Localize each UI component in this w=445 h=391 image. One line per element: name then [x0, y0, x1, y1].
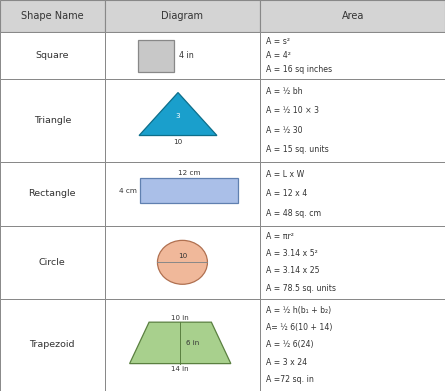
- Bar: [140, 178, 238, 203]
- Text: 4 cm: 4 cm: [119, 188, 137, 194]
- Text: A = ½ h(b₁ + b₂): A = ½ h(b₁ + b₂): [266, 305, 331, 314]
- Bar: [260, 79, 445, 162]
- Bar: [260, 0, 445, 32]
- Polygon shape: [139, 93, 217, 136]
- Text: A = ½ bh: A = ½ bh: [266, 87, 302, 96]
- Polygon shape: [129, 322, 231, 364]
- Bar: [0, 299, 105, 391]
- Text: Shape Name: Shape Name: [21, 11, 84, 21]
- Text: A = 16 sq inches: A = 16 sq inches: [266, 65, 332, 74]
- Text: A = s²: A = s²: [266, 37, 290, 46]
- Text: A =72 sq. in: A =72 sq. in: [266, 375, 314, 384]
- Text: A = 3.14 x 25: A = 3.14 x 25: [266, 266, 319, 275]
- Text: 10: 10: [178, 253, 187, 259]
- Text: 10: 10: [174, 140, 182, 145]
- Text: 3: 3: [176, 113, 180, 119]
- Text: Trapezoid: Trapezoid: [29, 341, 75, 350]
- Circle shape: [158, 240, 207, 284]
- Bar: [260, 162, 445, 226]
- Text: Circle: Circle: [39, 258, 66, 267]
- Text: 14 in: 14 in: [171, 366, 189, 372]
- Text: A = ½ 30: A = ½ 30: [266, 126, 302, 135]
- Text: A = 3.14 x 5²: A = 3.14 x 5²: [266, 249, 317, 258]
- Text: A = 48 sq. cm: A = 48 sq. cm: [266, 209, 321, 218]
- Text: 12 cm: 12 cm: [178, 170, 200, 176]
- Text: A = πr²: A = πr²: [266, 232, 294, 241]
- Bar: [0, 162, 105, 226]
- Bar: [105, 162, 260, 226]
- Bar: [0, 0, 105, 32]
- Bar: [105, 0, 260, 32]
- Bar: [138, 40, 174, 72]
- Text: Square: Square: [36, 51, 69, 60]
- Text: Diagram: Diagram: [162, 11, 203, 21]
- Text: A = L x W: A = L x W: [266, 170, 304, 179]
- Bar: [105, 299, 260, 391]
- Text: A = 4²: A = 4²: [266, 51, 291, 60]
- Text: Triangle: Triangle: [34, 116, 71, 125]
- Text: 10 in: 10 in: [171, 315, 189, 321]
- Bar: [105, 32, 260, 79]
- Text: 4 in: 4 in: [179, 51, 194, 60]
- Bar: [0, 32, 105, 79]
- Bar: [0, 79, 105, 162]
- Bar: [260, 299, 445, 391]
- Text: A = 78.5 sq. units: A = 78.5 sq. units: [266, 283, 336, 292]
- Text: 6 in: 6 in: [186, 340, 199, 346]
- Bar: [105, 79, 260, 162]
- Text: A = ½ 10 × 3: A = ½ 10 × 3: [266, 106, 319, 115]
- Text: A = 3 x 24: A = 3 x 24: [266, 358, 307, 367]
- Text: A = 12 x 4: A = 12 x 4: [266, 189, 307, 198]
- Text: A = 15 sq. units: A = 15 sq. units: [266, 145, 328, 154]
- Text: A = ½ 6(24): A = ½ 6(24): [266, 341, 313, 350]
- Bar: [260, 32, 445, 79]
- Text: Rectangle: Rectangle: [28, 189, 76, 198]
- Text: Area: Area: [341, 11, 364, 21]
- Text: A= ½ 6(10 + 14): A= ½ 6(10 + 14): [266, 323, 332, 332]
- Bar: [260, 226, 445, 299]
- Bar: [0, 226, 105, 299]
- Bar: [105, 226, 260, 299]
